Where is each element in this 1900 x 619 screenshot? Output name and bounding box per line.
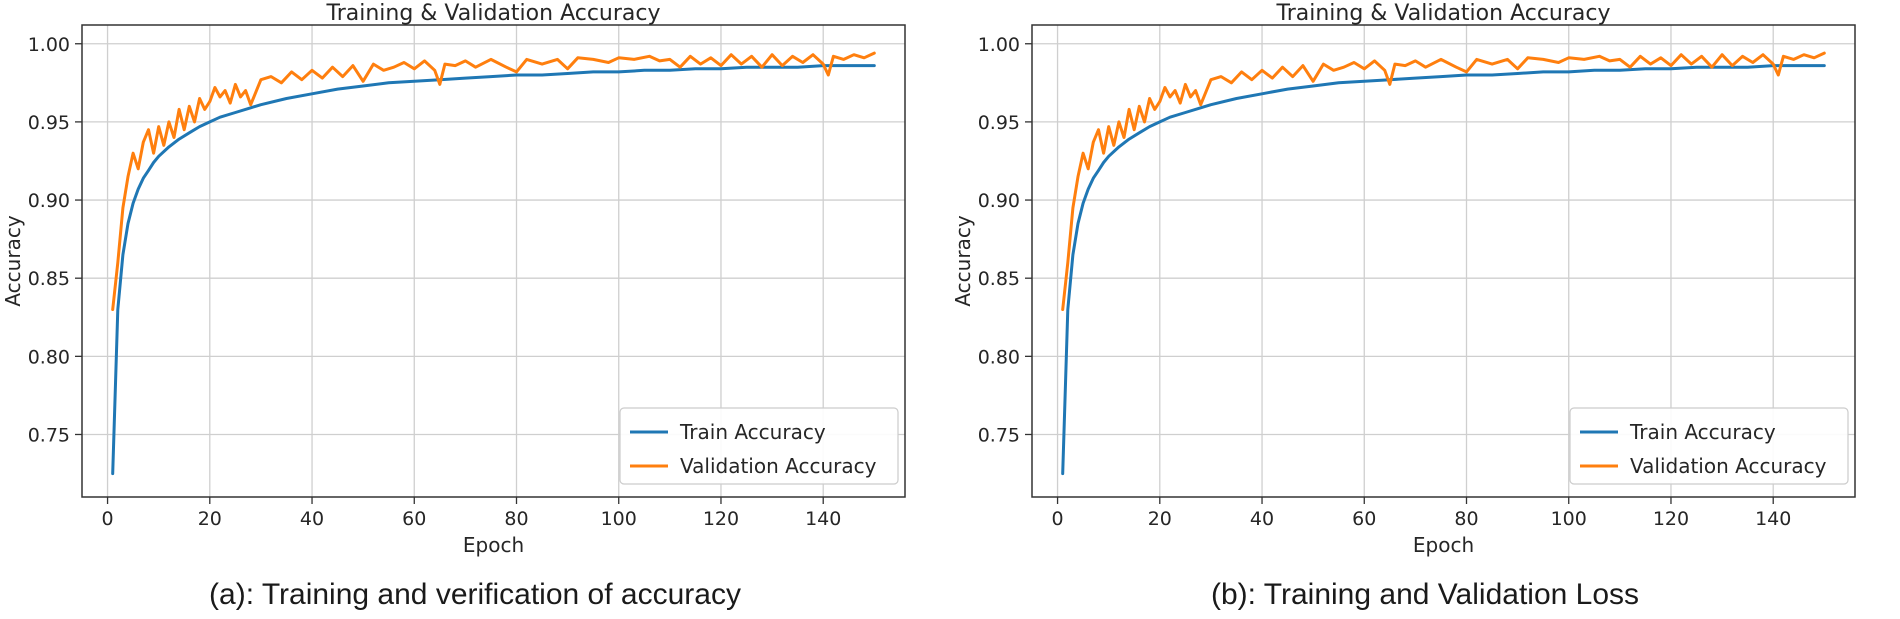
plot-frame [1031,24,1856,498]
x-tick-label: 60 [402,508,426,530]
x-tick-label: 140 [805,508,841,530]
y-tick-label: 1.00 [28,34,70,56]
x-tick-label: 100 [601,508,637,530]
legend-label-train: Train Accuracy [1629,420,1776,444]
x-tick-label: 100 [1551,508,1587,530]
x-tick-label: 40 [1250,508,1274,530]
series-line-train-accuracy [111,64,876,476]
legend-box [1569,407,1849,485]
y-tick-label: 0.90 [978,190,1020,212]
legend-box [619,407,899,485]
y-tick-label: 0.75 [28,424,70,446]
x-tick-label: 80 [504,508,528,530]
series-line-validation-accuracy [111,51,876,311]
x-axis-label: Epoch [463,533,524,557]
y-axis-label: Accuracy [951,215,975,306]
chart-panel-b: 0 20 40 60 80 100 120 140 0.75 0.80 0.85 0.90 0.95 1.… [951,1,1856,557]
chart-panel-a: 0 20 40 60 80 100 120 140 0.75 0.80 0.85 0.90 0.95 1.… [1,1,906,557]
y-tick-label: 0.80 [978,346,1020,368]
y-tick-label: 1.00 [978,34,1020,56]
legend: Train Accuracy Validation Accuracy [1569,407,1849,485]
x-tick-label: 120 [703,508,739,530]
chart-title: Training & Validation Accuracy [1275,1,1610,26]
chart-title: Training & Validation Accuracy [325,1,660,26]
caption-a: (a): Training and verification of accura… [209,578,741,611]
legend-label-validation: Validation Accuracy [1630,454,1827,478]
legend-label-train: Train Accuracy [679,420,826,444]
caption-b: (b): Training and Validation Loss [1210,578,1640,611]
plot-frame [81,24,906,498]
x-axis-label: Epoch [1413,533,1474,557]
y-axis-label: Accuracy [1,215,25,306]
y-tick-label: 0.95 [28,112,70,134]
x-tick-label: 0 [102,508,114,530]
y-tick-label: 0.95 [978,112,1020,134]
x-tick-label: 60 [1352,508,1376,530]
x-tick-label: 80 [1454,508,1478,530]
series-line-validation-accuracy [1061,51,1826,311]
x-tick-label: 40 [300,508,324,530]
legend-label-validation: Validation Accuracy [680,454,877,478]
x-tick-label: 0 [1052,508,1064,530]
x-tick-label: 20 [198,508,222,530]
y-tick-label: 0.85 [28,268,70,290]
x-tick-label: 140 [1755,508,1791,530]
y-tick-label: 0.75 [978,424,1020,446]
series-line-train-accuracy [1061,64,1826,476]
x-tick-label: 120 [1653,508,1689,530]
y-tick-label: 0.80 [28,346,70,368]
legend: Train Accuracy Validation Accuracy [619,407,899,485]
y-tick-label: 0.85 [978,268,1020,290]
x-tick-label: 20 [1148,508,1172,530]
y-tick-label: 0.90 [28,190,70,212]
